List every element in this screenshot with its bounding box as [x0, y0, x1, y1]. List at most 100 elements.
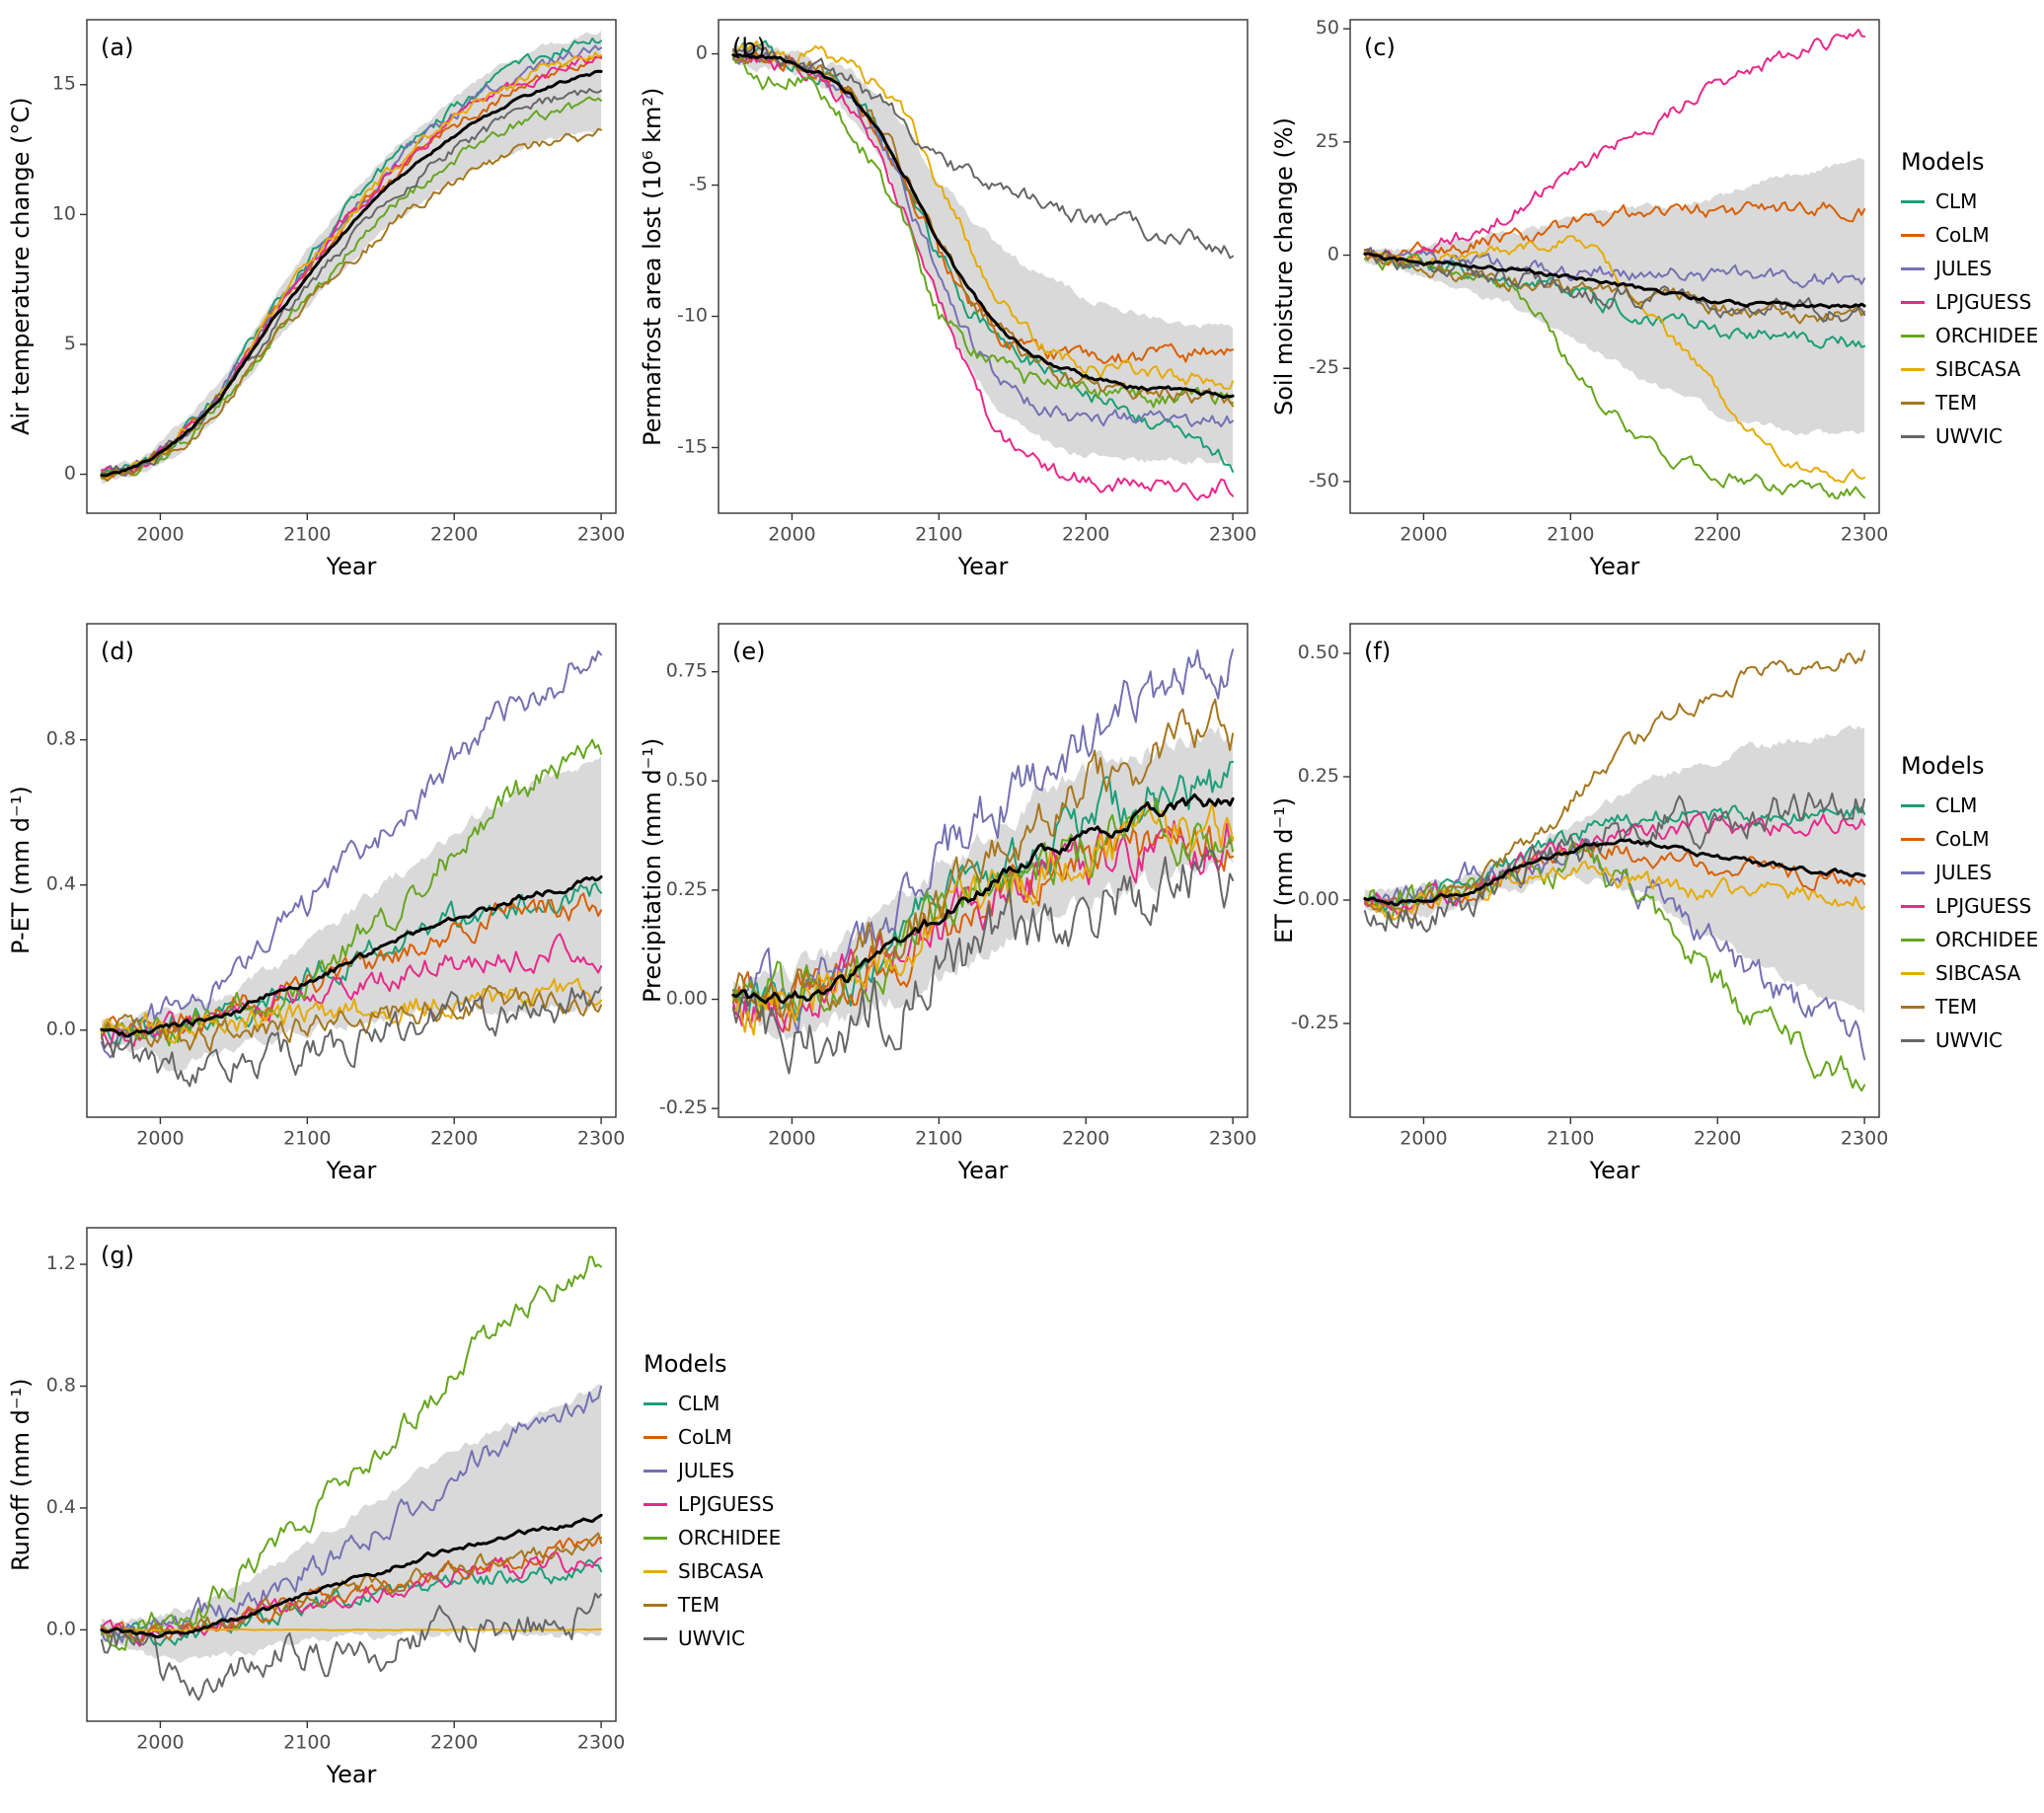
legend-swatch-uwvic: [1901, 1038, 1925, 1042]
legend-models-row1: Models CLM CoLM JULES LPJGUESS ORCHIDEE SIBCAS…: [1901, 148, 2044, 458]
legend-label-sibcasa: SIBCASA: [1935, 961, 2021, 985]
panel-g-letter: (g): [101, 1242, 134, 1269]
legend-models-row2: Models CLM CoLM JULES LPJGUESS ORCHIDEE SIBCAS…: [1901, 752, 2044, 1062]
panel-f-y-axis-title: ET (mm d⁻¹): [1270, 796, 1298, 944]
legend-swatch-orchidee: [1901, 334, 1925, 338]
legend-swatch-sibcasa: [643, 1569, 667, 1573]
legend-label-uwvic: UWVIC: [678, 1626, 745, 1650]
legend-item-orchidee: ORCHIDEE: [643, 1526, 801, 1549]
panel-e-y-axis-title: Precipitation (mm d⁻¹): [639, 737, 666, 1004]
legend-title: Models: [1901, 148, 1985, 176]
legend-title: Models: [1901, 752, 1985, 780]
panel-a: Air temperature change (°C) (a) Year: [0, 6, 632, 598]
panel-b-x-axis-title: Year: [957, 553, 1009, 580]
panel-d: P-ET (mm d⁻¹) (d) Year: [0, 610, 632, 1202]
panel-e-plot-area: [632, 610, 1263, 1202]
legend-item-uwvic: UWVIC: [1901, 1028, 2044, 1052]
panel-c-x-axis-title: Year: [1589, 553, 1640, 580]
panel-a-x-axis-title: Year: [326, 553, 377, 580]
legend-item-lpjguess: LPJGUESS: [1901, 894, 2044, 918]
legend-swatch-sibcasa: [1901, 367, 1925, 371]
panel-d-y-axis-title: P-ET (mm d⁻¹): [7, 786, 35, 955]
legend-label-orchidee: ORCHIDEE: [1935, 324, 2039, 347]
legend-item-tem: TEM: [1901, 391, 2044, 415]
legend-item-clm: CLM: [1901, 793, 2044, 817]
legend-swatch-uwvic: [1901, 434, 1925, 438]
panel-f-x-axis-title: Year: [1589, 1157, 1640, 1184]
panel-d-plot-area: [0, 610, 632, 1202]
legend-label-tem: TEM: [1935, 995, 1978, 1019]
legend-item-tem: TEM: [1901, 995, 2044, 1019]
legend-label-uwvic: UWVIC: [1935, 424, 2003, 448]
legend-item-sibcasa: SIBCASA: [1901, 961, 2044, 985]
legend-item-sibcasa: SIBCASA: [1901, 357, 2044, 381]
legend-swatch-colm: [643, 1435, 667, 1439]
legend-swatch-tem: [1901, 401, 1925, 405]
legend-label-colm: CoLM: [678, 1425, 732, 1449]
legend-item-colm: CoLM: [1901, 827, 2044, 851]
legend-label-colm: CoLM: [1935, 827, 1990, 851]
panel-c: Soil moisture change (%) (c) Year: [1263, 6, 1895, 598]
legend-item-lpjguess: LPJGUESS: [1901, 290, 2044, 314]
legend-label-lpjguess: LPJGUESS: [678, 1492, 775, 1516]
legend-item-jules: JULES: [1901, 861, 2044, 884]
panel-b: Permafrost area lost (10⁶ km²) (b) Year: [632, 6, 1263, 598]
panel-g-plot-area: [0, 1214, 632, 1806]
legend-label-clm: CLM: [1935, 793, 1978, 817]
legend-label-clm: CLM: [678, 1392, 720, 1415]
panel-e-x-axis-title: Year: [957, 1157, 1009, 1184]
panel-b-plot-area: [632, 6, 1263, 598]
legend-label-uwvic: UWVIC: [1935, 1028, 2003, 1052]
legend-item-lpjguess: LPJGUESS: [643, 1492, 801, 1516]
panel-g-y-axis-title: Runoff (mm d⁻¹): [7, 1378, 35, 1571]
panel-f-plot-area: [1263, 610, 1895, 1202]
legend-item-orchidee: ORCHIDEE: [1901, 324, 2044, 347]
legend-label-sibcasa: SIBCASA: [1935, 357, 2021, 381]
panel-c-y-axis-title: Soil moisture change (%): [1270, 117, 1298, 415]
legend-swatch-sibcasa: [1901, 971, 1925, 975]
panel-c-letter: (c): [1364, 34, 1396, 61]
panel-e: Precipitation (mm d⁻¹) (e) Year: [632, 610, 1263, 1202]
legend-swatch-clm: [643, 1401, 667, 1405]
legend-label-lpjguess: LPJGUESS: [1935, 894, 2032, 918]
legend-label-jules: JULES: [1935, 257, 1993, 280]
legend-swatch-tem: [643, 1603, 667, 1607]
legend-label-jules: JULES: [1935, 861, 1993, 884]
legend-swatch-jules: [643, 1469, 667, 1473]
legend-item-jules: JULES: [643, 1459, 801, 1482]
legend-label-jules: JULES: [678, 1459, 735, 1482]
legend-item-tem: TEM: [643, 1593, 801, 1617]
panel-c-plot-area: [1263, 6, 1895, 598]
legend-swatch-orchidee: [643, 1536, 667, 1540]
legend-swatch-clm: [1901, 199, 1925, 203]
panel-f-letter: (f): [1364, 638, 1392, 665]
panel-a-plot-area: [0, 6, 632, 598]
panel-a-letter: (a): [101, 34, 134, 61]
legend-swatch-lpjguess: [1901, 904, 1925, 908]
panel-b-y-axis-title: Permafrost area lost (10⁶ km²): [639, 87, 666, 446]
panel-f: ET (mm d⁻¹) (f) Year: [1263, 610, 1895, 1202]
legend-swatch-clm: [1901, 803, 1925, 807]
legend-item-uwvic: UWVIC: [1901, 424, 2044, 448]
legend-item-sibcasa: SIBCASA: [643, 1559, 801, 1583]
legend-label-lpjguess: LPJGUESS: [1935, 290, 2032, 314]
panel-g: Runoff (mm d⁻¹) (g) Year: [0, 1214, 632, 1806]
legend-item-colm: CoLM: [643, 1425, 801, 1449]
legend-item-uwvic: UWVIC: [643, 1626, 801, 1650]
legend-label-orchidee: ORCHIDEE: [678, 1526, 782, 1549]
legend-swatch-jules: [1901, 266, 1925, 270]
legend-label-tem: TEM: [1935, 391, 1978, 415]
panel-a-y-axis-title: Air temperature change (°C): [7, 97, 35, 436]
legend-title: Models: [643, 1350, 727, 1378]
legend-item-orchidee: ORCHIDEE: [1901, 928, 2044, 951]
legend-item-colm: CoLM: [1901, 223, 2044, 247]
legend-swatch-uwvic: [643, 1636, 667, 1640]
legend-swatch-jules: [1901, 870, 1925, 874]
legend-swatch-lpjguess: [1901, 300, 1925, 304]
legend-models-row3: Models CLM CoLM JULES LPJGUESS ORCHIDEE SIBCAS…: [643, 1350, 801, 1660]
legend-swatch-orchidee: [1901, 938, 1925, 942]
legend-label-clm: CLM: [1935, 189, 1978, 213]
panel-d-x-axis-title: Year: [326, 1157, 377, 1184]
legend-swatch-colm: [1901, 233, 1925, 237]
